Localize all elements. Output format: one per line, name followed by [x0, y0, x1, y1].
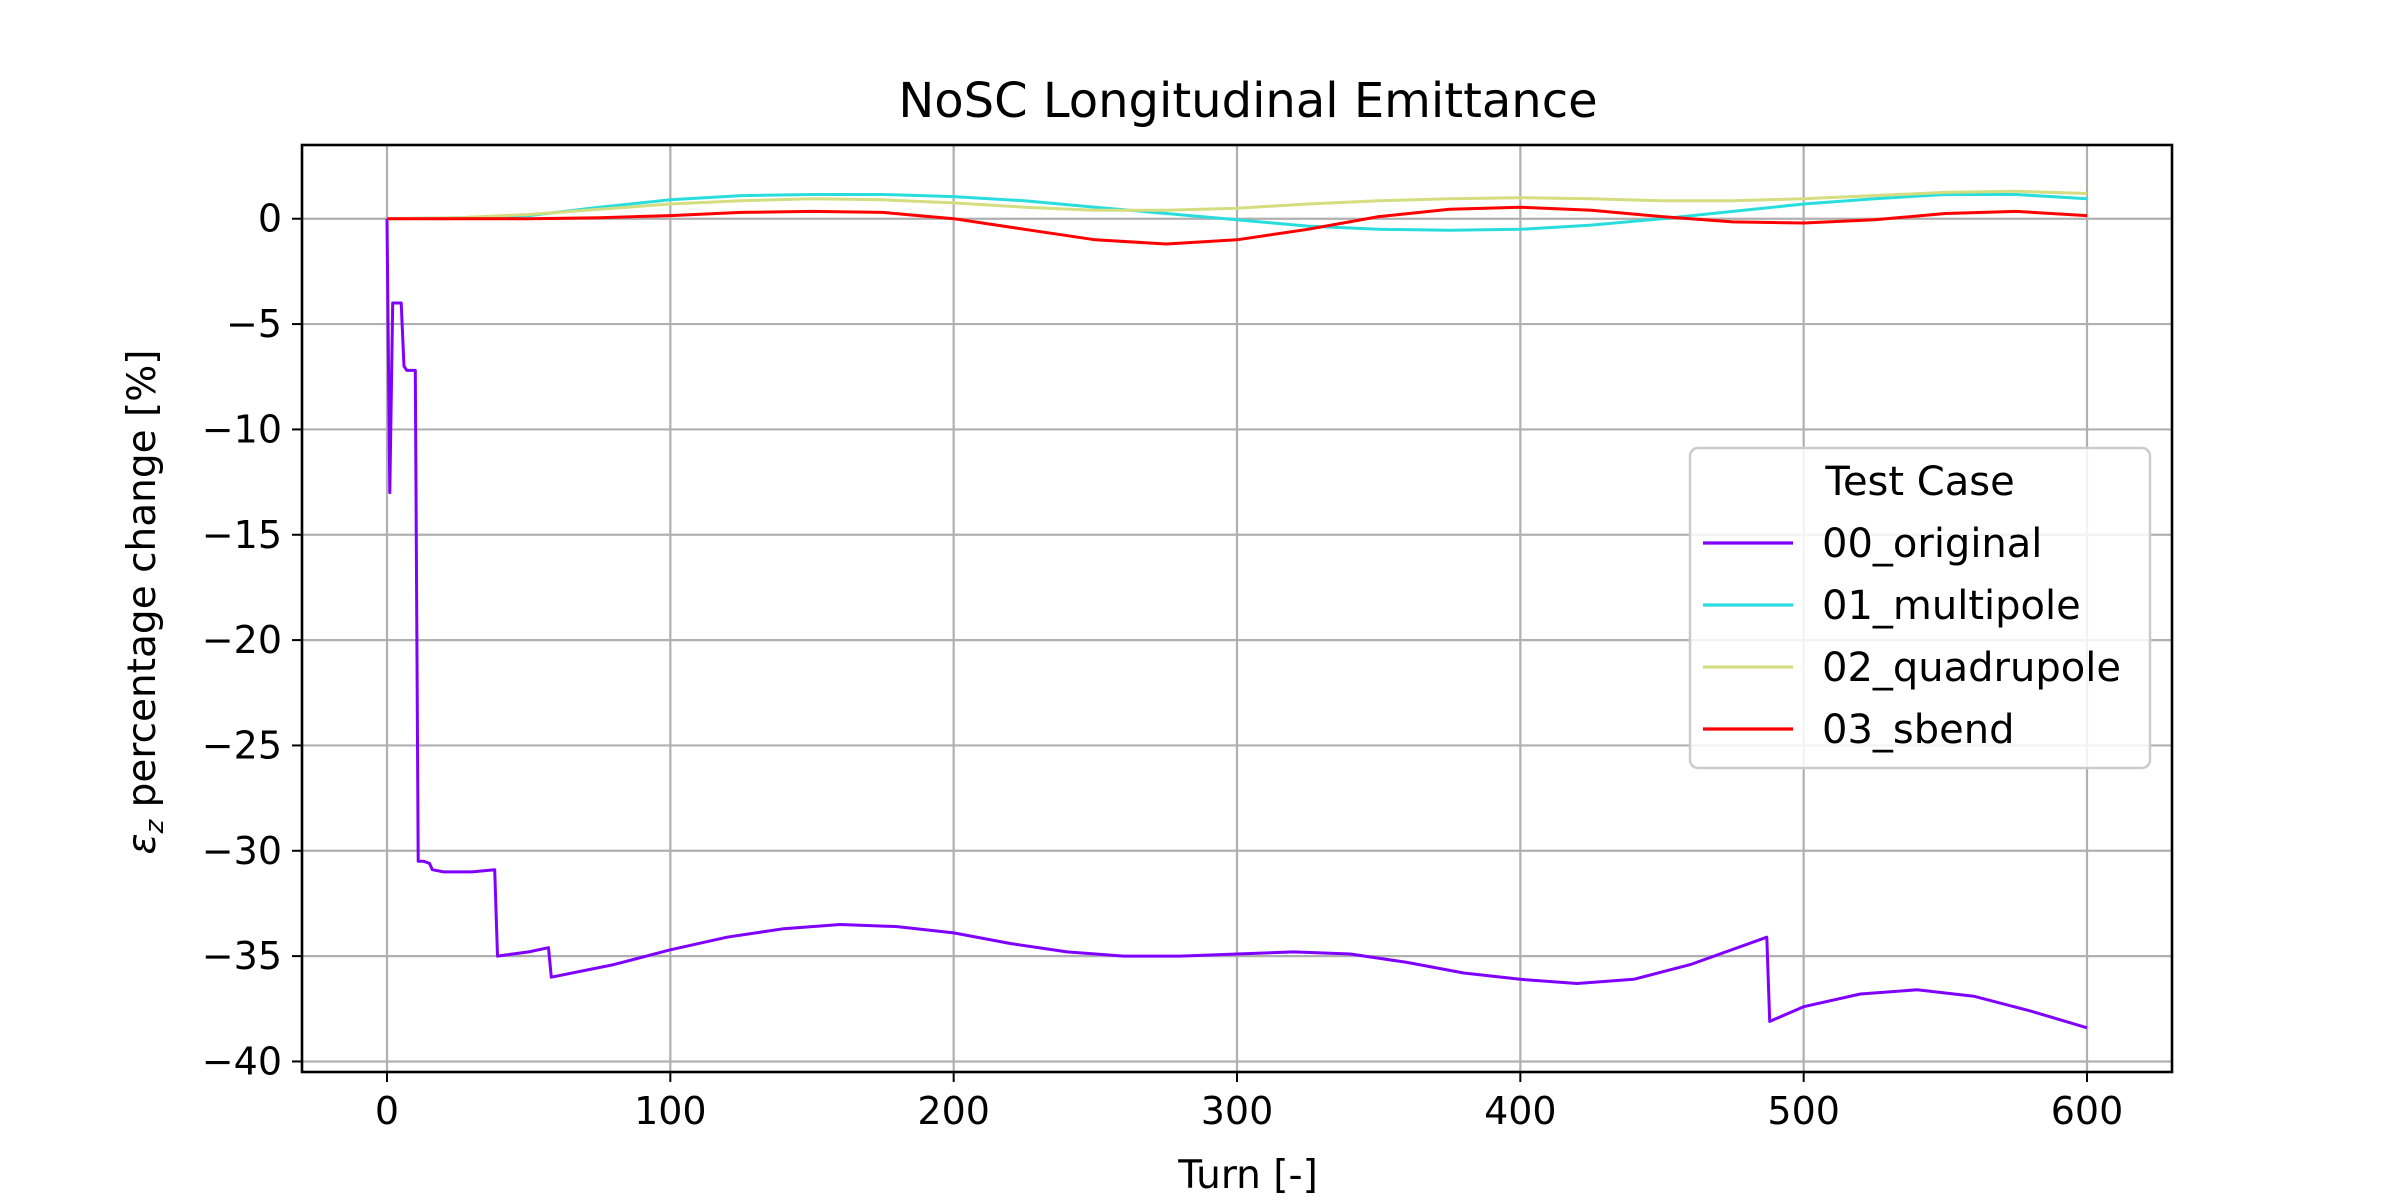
x-axis-ticks: 0 100 200 300 400 500 600: [375, 1072, 2123, 1133]
y-tick-label: −30: [202, 829, 282, 873]
legend: Test Case 00_original 01_multipole 02_quad…: [1688, 446, 2152, 770]
x-tick-label: 200: [917, 1089, 990, 1133]
y-axis-label-symbol: ε: [120, 833, 165, 854]
chart-title: NoSC Longitudinal Emittance: [898, 73, 1597, 129]
series-layer: [385, 189, 2088, 1030]
y-tick-label: −10: [202, 407, 282, 451]
x-tick-label: 0: [375, 1089, 399, 1133]
series-line-01_multipole: [386, 193, 2088, 232]
x-axis-label: Turn [-]: [1177, 1153, 1318, 1198]
legend-label-01_multipole: 01_multipole: [1822, 583, 2081, 629]
y-axis-label-subscript: z: [140, 818, 170, 834]
y-tick-label: −5: [226, 302, 282, 346]
y-tick-label: −25: [202, 723, 282, 767]
legend-title: Test Case: [1824, 459, 2014, 505]
legend-frame: [1688, 446, 2152, 770]
y-tick-label: −40: [202, 1039, 282, 1083]
y-tick-label: −15: [202, 513, 282, 557]
y-tick-label: −20: [202, 618, 282, 662]
series-line-00_original: [385, 218, 2088, 1030]
x-tick-label: 500: [1767, 1089, 1840, 1133]
series-line-03_sbend: [387, 205, 2088, 246]
x-tick-label: 600: [2051, 1089, 2124, 1133]
y-axis-label-text: percentage change [%]: [120, 350, 165, 820]
legend-label-00_original: 00_original: [1822, 521, 2042, 567]
legend-label-02_quadrupole: 02_quadrupole: [1822, 645, 2121, 691]
y-tick-label: 0: [258, 197, 282, 241]
y-axis-label: εz percentage change [%]: [120, 350, 170, 855]
y-axis-ticks: 0 −5 −10 −15 −20 −25 −30 −35 −40: [202, 197, 302, 1083]
x-tick-label: 400: [1484, 1089, 1557, 1133]
x-tick-label: 300: [1201, 1089, 1274, 1133]
y-tick-label: −35: [202, 934, 282, 978]
legend-label-03_sbend: 03_sbend: [1822, 707, 2014, 753]
x-tick-label: 100: [634, 1089, 707, 1133]
series-line-02_quadrupole: [386, 189, 2088, 221]
